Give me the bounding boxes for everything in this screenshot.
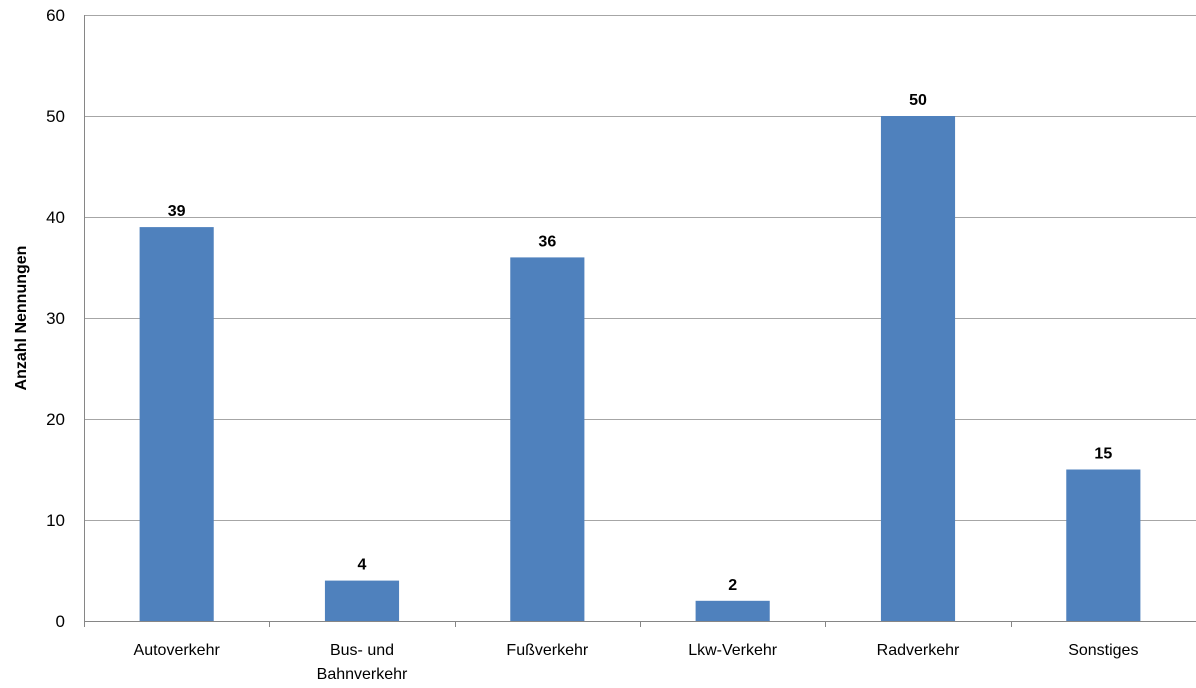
x-category-label-line: Bahnverkehr	[317, 666, 408, 683]
y-tick-label: 40	[46, 208, 65, 227]
y-tick-label: 60	[46, 6, 65, 25]
x-category-label: Radverkehr	[877, 642, 960, 659]
y-tick-label: 50	[46, 107, 65, 126]
bar	[510, 257, 585, 621]
gridlines	[84, 15, 1196, 627]
x-category-label-line: Fußverkehr	[506, 642, 588, 659]
y-tick-label: 30	[46, 309, 65, 328]
data-label: 39	[168, 203, 186, 220]
data-label: 50	[909, 92, 927, 109]
bar	[139, 227, 214, 621]
y-tick-labels: 0 10 20 30 40 50 60	[46, 6, 65, 631]
y-tick-label: 0	[56, 612, 65, 631]
x-category-label: Autoverkehr	[134, 642, 221, 659]
bars	[139, 116, 1141, 621]
x-category-label: Sonstiges	[1068, 642, 1138, 659]
bar	[695, 600, 770, 621]
x-category-label-line: Bus- und	[330, 642, 394, 659]
data-label: 36	[538, 233, 556, 250]
bar	[1066, 469, 1141, 621]
x-category-label: Fußverkehr	[506, 642, 588, 659]
data-label: 2	[728, 577, 737, 594]
x-category-label-line: Sonstiges	[1068, 642, 1138, 659]
y-axis-title: Anzahl Nennungen	[13, 246, 30, 391]
bar	[880, 116, 956, 621]
y-tick-label: 20	[46, 410, 65, 429]
y-tick-label: 10	[46, 511, 65, 530]
data-label: 15	[1094, 446, 1112, 463]
data-labels: 39 4 36 2 50 15	[168, 92, 1113, 594]
x-category-label-line: Lkw-Verkehr	[688, 642, 778, 659]
x-category-label-line: Radverkehr	[877, 642, 960, 659]
x-category-label: Lkw-Verkehr	[688, 642, 778, 659]
x-category-labels: Autoverkehr Bus- und Bahnverkehr Fußverkehr…	[134, 642, 1139, 683]
x-category-label: Bus- und Bahnverkehr	[317, 642, 408, 683]
data-label: 4	[358, 557, 367, 574]
x-category-label-line: Autoverkehr	[134, 642, 221, 659]
bar	[324, 580, 400, 621]
